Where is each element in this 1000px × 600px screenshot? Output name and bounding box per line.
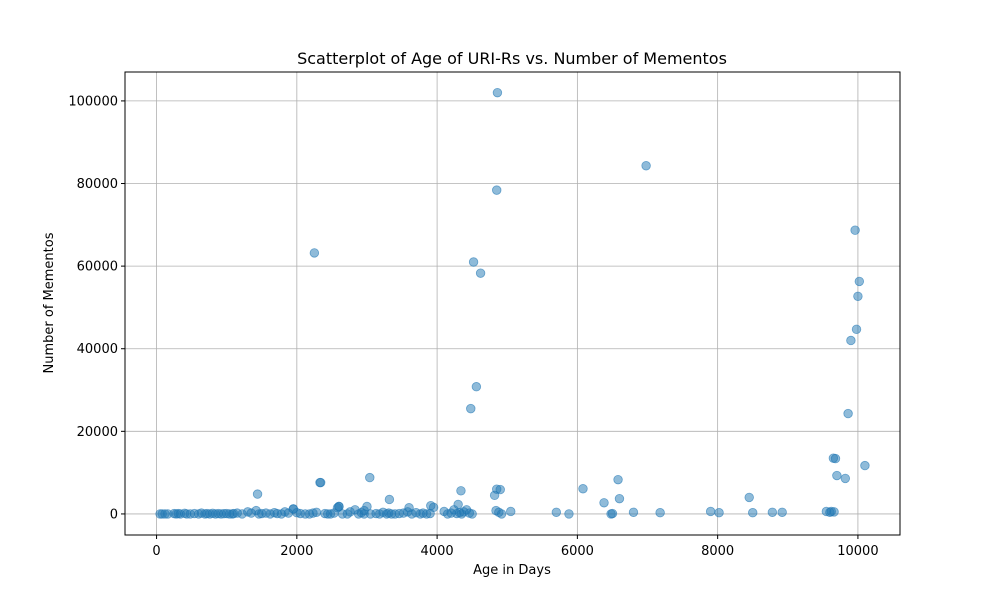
data-point bbox=[309, 248, 320, 258]
data-point bbox=[613, 474, 623, 485]
y-axis-label: Number of Mementos bbox=[42, 232, 57, 373]
data-point bbox=[599, 498, 609, 508]
data-point bbox=[846, 335, 856, 346]
data-point bbox=[843, 408, 853, 419]
data-point bbox=[468, 257, 479, 267]
x-tick-label: 8000 bbox=[701, 544, 734, 559]
y-tick-label: 100000 bbox=[68, 94, 118, 109]
data-point bbox=[311, 507, 322, 517]
data-point bbox=[471, 382, 482, 392]
data-point bbox=[850, 225, 860, 235]
data-point bbox=[315, 477, 326, 488]
data-point bbox=[748, 507, 758, 518]
y-axis-ticks: 0 20000 40000 60000 80000 100000 bbox=[68, 94, 125, 522]
x-tick-label: 10000 bbox=[837, 544, 878, 559]
data-point bbox=[252, 489, 263, 499]
data-point bbox=[564, 509, 574, 519]
data-point bbox=[744, 492, 754, 503]
data-point bbox=[655, 507, 665, 518]
data-point bbox=[607, 508, 618, 519]
data-point bbox=[334, 501, 344, 512]
x-axis-label: Age in Days bbox=[473, 563, 551, 578]
chart-title: Scatterplot of Age of URI-Rs vs. Number … bbox=[297, 49, 727, 68]
data-point bbox=[456, 486, 466, 496]
data-point bbox=[492, 87, 503, 98]
x-tick-label: 0 bbox=[152, 544, 160, 559]
data-point bbox=[851, 324, 862, 335]
data-points bbox=[155, 87, 870, 519]
data-point bbox=[384, 494, 395, 505]
data-point bbox=[359, 505, 369, 516]
data-point bbox=[767, 507, 778, 517]
x-tick-label: 4000 bbox=[421, 544, 454, 559]
data-point bbox=[496, 509, 507, 519]
y-tick-label: 80000 bbox=[77, 177, 118, 192]
x-axis-ticks: 0 2000 4000 6000 8000 10000 bbox=[152, 535, 879, 559]
data-point bbox=[492, 185, 502, 195]
data-point bbox=[860, 460, 870, 471]
data-point bbox=[404, 503, 414, 513]
plot-frame bbox=[124, 71, 901, 536]
data-point bbox=[853, 291, 863, 301]
data-point bbox=[829, 507, 839, 517]
data-point bbox=[506, 506, 516, 517]
y-tick-label: 0 bbox=[110, 507, 118, 522]
data-point bbox=[551, 507, 562, 517]
x-tick-label: 2000 bbox=[280, 544, 313, 559]
data-point bbox=[453, 499, 463, 510]
data-point bbox=[466, 403, 476, 414]
gridlines bbox=[125, 72, 900, 535]
data-point bbox=[614, 493, 625, 504]
data-point bbox=[578, 484, 588, 494]
data-point bbox=[777, 507, 787, 517]
data-point bbox=[641, 161, 651, 171]
data-point bbox=[840, 473, 850, 484]
data-point bbox=[830, 453, 841, 464]
y-tick-label: 60000 bbox=[77, 260, 118, 275]
y-tick-label: 20000 bbox=[77, 425, 118, 440]
data-point bbox=[365, 472, 375, 483]
data-point bbox=[714, 507, 724, 518]
data-point bbox=[705, 506, 716, 517]
data-point bbox=[467, 509, 477, 519]
x-tick-label: 6000 bbox=[561, 544, 594, 559]
data-point bbox=[288, 504, 299, 514]
data-point bbox=[854, 276, 865, 287]
data-point bbox=[628, 507, 639, 517]
y-tick-label: 40000 bbox=[77, 342, 118, 357]
data-point bbox=[495, 484, 505, 495]
data-point bbox=[832, 470, 842, 481]
data-point bbox=[426, 500, 436, 511]
data-point bbox=[475, 268, 486, 278]
